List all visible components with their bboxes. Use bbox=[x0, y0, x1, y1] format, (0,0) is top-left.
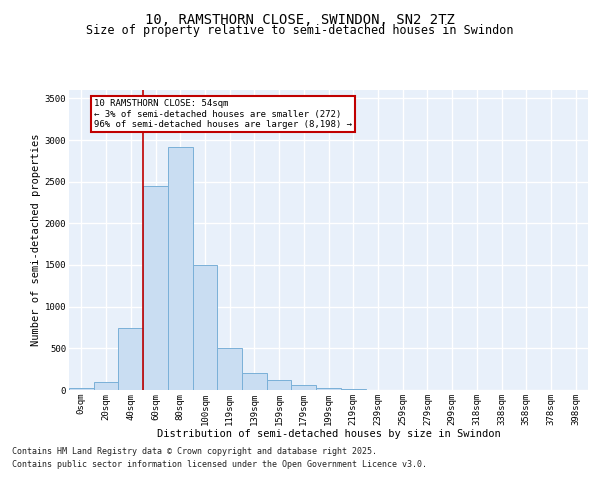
Bar bbox=[193, 265, 217, 390]
Bar bbox=[94, 382, 118, 390]
Bar bbox=[267, 380, 292, 390]
Bar bbox=[168, 146, 193, 390]
Text: Contains HM Land Registry data © Crown copyright and database right 2025.: Contains HM Land Registry data © Crown c… bbox=[12, 448, 377, 456]
Bar bbox=[118, 328, 143, 390]
Text: Contains public sector information licensed under the Open Government Licence v3: Contains public sector information licen… bbox=[12, 460, 427, 469]
Y-axis label: Number of semi-detached properties: Number of semi-detached properties bbox=[31, 134, 41, 346]
Bar bbox=[316, 388, 341, 390]
Bar bbox=[217, 348, 242, 390]
Bar bbox=[143, 186, 168, 390]
Bar bbox=[242, 372, 267, 390]
Bar bbox=[292, 385, 316, 390]
X-axis label: Distribution of semi-detached houses by size in Swindon: Distribution of semi-detached houses by … bbox=[157, 429, 500, 439]
Text: 10, RAMSTHORN CLOSE, SWINDON, SN2 2TZ: 10, RAMSTHORN CLOSE, SWINDON, SN2 2TZ bbox=[145, 12, 455, 26]
Text: 10 RAMSTHORN CLOSE: 54sqm
← 3% of semi-detached houses are smaller (272)
96% of : 10 RAMSTHORN CLOSE: 54sqm ← 3% of semi-d… bbox=[94, 99, 352, 129]
Text: Size of property relative to semi-detached houses in Swindon: Size of property relative to semi-detach… bbox=[86, 24, 514, 37]
Bar bbox=[69, 388, 94, 390]
